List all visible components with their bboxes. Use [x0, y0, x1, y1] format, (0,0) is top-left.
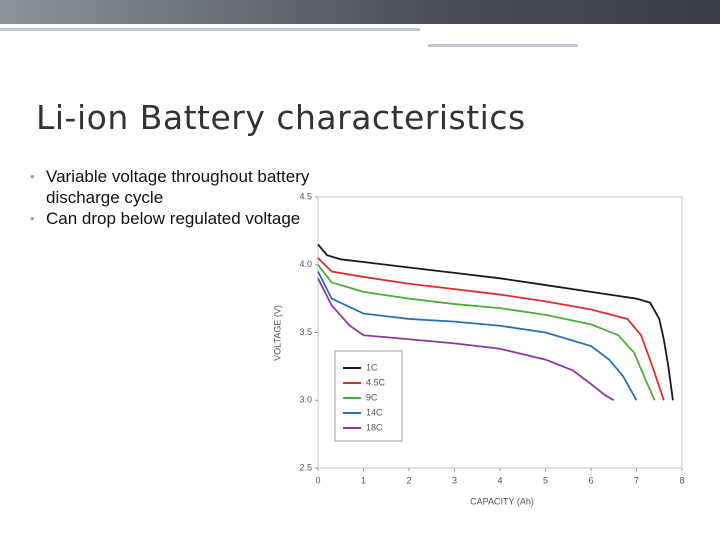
rule [428, 44, 578, 47]
x-tick-label: 0 [315, 475, 320, 485]
x-tick-label: 8 [679, 475, 684, 485]
y-tick-label: 3.5 [299, 327, 312, 337]
y-tick-label: 4.5 [299, 191, 312, 201]
line-series [317, 271, 638, 401]
legend-label: 4.5C [366, 377, 386, 387]
legend-label: 14C [366, 407, 383, 417]
rule [0, 28, 420, 31]
legend-label: 1C [366, 362, 378, 372]
x-tick-label: 4 [497, 475, 502, 485]
line-series [317, 264, 656, 401]
legend-label: 9C [366, 392, 378, 402]
y-tick-label: 3.0 [299, 395, 312, 405]
bullet: Variable voltage throughout battery disc… [30, 166, 336, 208]
y-axis-label: VOLTAGE (V) [272, 305, 282, 361]
legend-box [334, 350, 403, 442]
x-tick-label: 3 [452, 475, 457, 485]
y-tick-label: 4.0 [299, 259, 312, 269]
slide-title: Li-ion Battery characteristics [36, 98, 526, 137]
y-tick-label: 2.5 [299, 462, 312, 472]
legend-label: 18C [366, 422, 383, 432]
x-tick-label: 5 [543, 475, 548, 485]
line-series [317, 243, 674, 401]
bullet: Can drop below regulated voltage [30, 208, 336, 229]
x-tick-label: 2 [406, 475, 411, 485]
x-tick-label: 1 [361, 475, 366, 485]
x-tick-label: 6 [588, 475, 593, 485]
bullet-list: Variable voltage throughout battery disc… [8, 166, 336, 229]
x-axis-label: CAPACITY (Ah) [470, 496, 534, 506]
chart: CAPACITY (Ah) VOLTAGE (V) 2.5 3.0 3.5 4.0 4.… [272, 191, 684, 506]
line-series [317, 277, 615, 402]
x-tick-label: 7 [634, 475, 639, 485]
top-bar [0, 0, 720, 24]
line-series [317, 257, 665, 401]
